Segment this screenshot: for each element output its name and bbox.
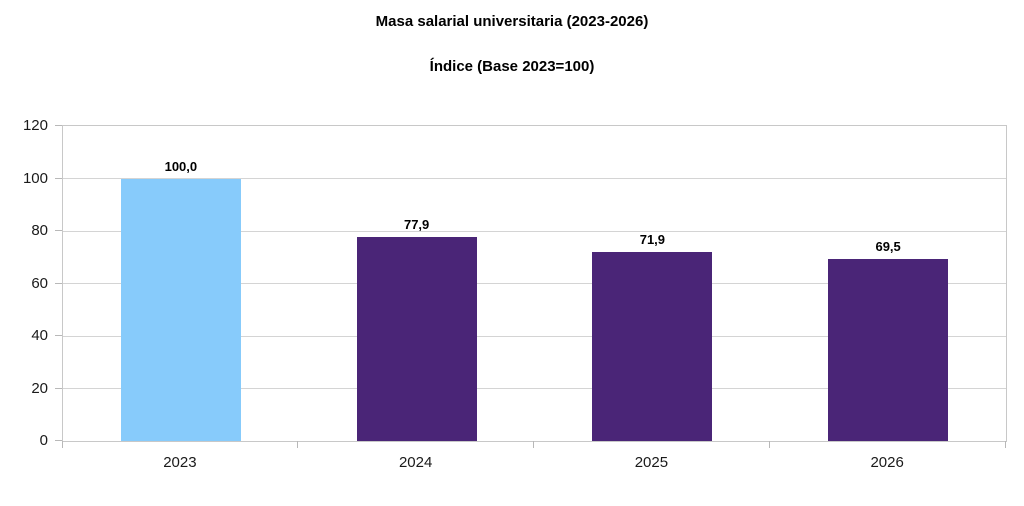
x-tick-mark-3 [768, 441, 770, 448]
y-tick-mark-60 [55, 282, 62, 284]
x-tick-mark-1 [297, 441, 299, 448]
chart-subtitle: Índice (Base 2023=100) [429, 58, 595, 75]
y-tick-label-40: 40 [31, 327, 48, 344]
x-tick-mark-2 [533, 441, 534, 448]
x-tick-label-2026: 2026 [870, 454, 904, 471]
gridline-y-80 [63, 230, 1006, 232]
y-axis: 0 20 40 60 80 100 120 [0, 118, 62, 448]
x-tick-label-2024: 2024 [398, 454, 433, 471]
x-axis: 2023 2024 2025 2026 [61, 441, 1006, 481]
bar-value-2026: 69,5 [875, 238, 901, 254]
bar-value-2024: 77,9 [403, 216, 430, 232]
bar-2026 [828, 258, 949, 441]
plot-area: 100,0 77,9 71,9 69,5 [62, 125, 1007, 442]
gridline-y-40 [63, 335, 1006, 337]
x-tick-mark-4 [1004, 441, 1006, 448]
gridline-y-20 [63, 388, 1006, 389]
bar-2024 [356, 236, 477, 441]
bar-2023 [120, 178, 241, 441]
y-tick-label-20: 20 [31, 379, 48, 397]
y-tick-mark-20 [55, 387, 62, 389]
y-tick-label-80: 80 [31, 222, 48, 239]
y-tick-mark-100 [55, 177, 62, 179]
y-tick-mark-0 [55, 440, 62, 441]
y-tick-mark-80 [55, 230, 62, 231]
gridline-y-100 [63, 178, 1006, 179]
chart-title: Masa salarial universitaria (2023-2026) [375, 13, 649, 30]
y-tick-label-120: 120 [22, 117, 48, 134]
x-tick-label-2025: 2025 [634, 454, 669, 471]
y-tick-label-60: 60 [31, 274, 48, 292]
bar-2025 [592, 252, 713, 441]
y-tick-label-100: 100 [22, 169, 48, 187]
bar-value-2023: 100,0 [164, 158, 198, 174]
x-tick-mark-0 [61, 441, 63, 448]
y-tick-mark-120 [55, 125, 62, 126]
y-tick-mark-40 [55, 335, 62, 336]
y-tick-label-0: 0 [39, 432, 48, 449]
bar-value-2025: 71,9 [639, 232, 666, 248]
gridline-y-60 [63, 283, 1006, 284]
x-tick-label-2023: 2023 [163, 454, 197, 471]
